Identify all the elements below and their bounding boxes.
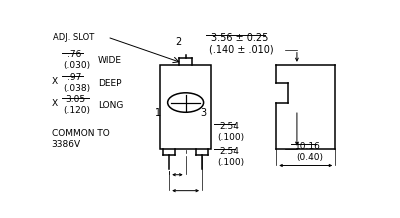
Text: X: X bbox=[52, 77, 58, 86]
Text: 3: 3 bbox=[200, 107, 206, 118]
Text: (.100): (.100) bbox=[218, 158, 245, 167]
Text: .76: .76 bbox=[67, 51, 82, 60]
Text: LONG: LONG bbox=[98, 101, 124, 110]
Text: 3.05: 3.05 bbox=[65, 95, 85, 104]
Text: WIDE: WIDE bbox=[98, 56, 122, 65]
Text: 10.16: 10.16 bbox=[295, 142, 321, 151]
Text: (.140 ± .010): (.140 ± .010) bbox=[209, 45, 274, 55]
Text: (.120): (.120) bbox=[63, 106, 90, 115]
Text: 2: 2 bbox=[176, 37, 182, 47]
Text: .97: .97 bbox=[67, 73, 82, 82]
Text: 1: 1 bbox=[156, 107, 162, 118]
Text: 3386V: 3386V bbox=[52, 140, 81, 149]
Text: 2.54: 2.54 bbox=[219, 122, 239, 131]
Text: 2.54: 2.54 bbox=[219, 147, 239, 156]
Text: 3.56 ± 0.25: 3.56 ± 0.25 bbox=[211, 33, 268, 43]
Text: (0.40): (0.40) bbox=[296, 153, 323, 162]
Text: (.030): (.030) bbox=[63, 61, 90, 70]
Text: X: X bbox=[52, 99, 58, 108]
Text: COMMON TO: COMMON TO bbox=[52, 129, 109, 138]
Text: ADJ. SLOT: ADJ. SLOT bbox=[53, 33, 94, 42]
Text: DEEP: DEEP bbox=[98, 79, 122, 88]
Text: (.100): (.100) bbox=[218, 133, 245, 142]
Text: (.038): (.038) bbox=[63, 84, 90, 93]
